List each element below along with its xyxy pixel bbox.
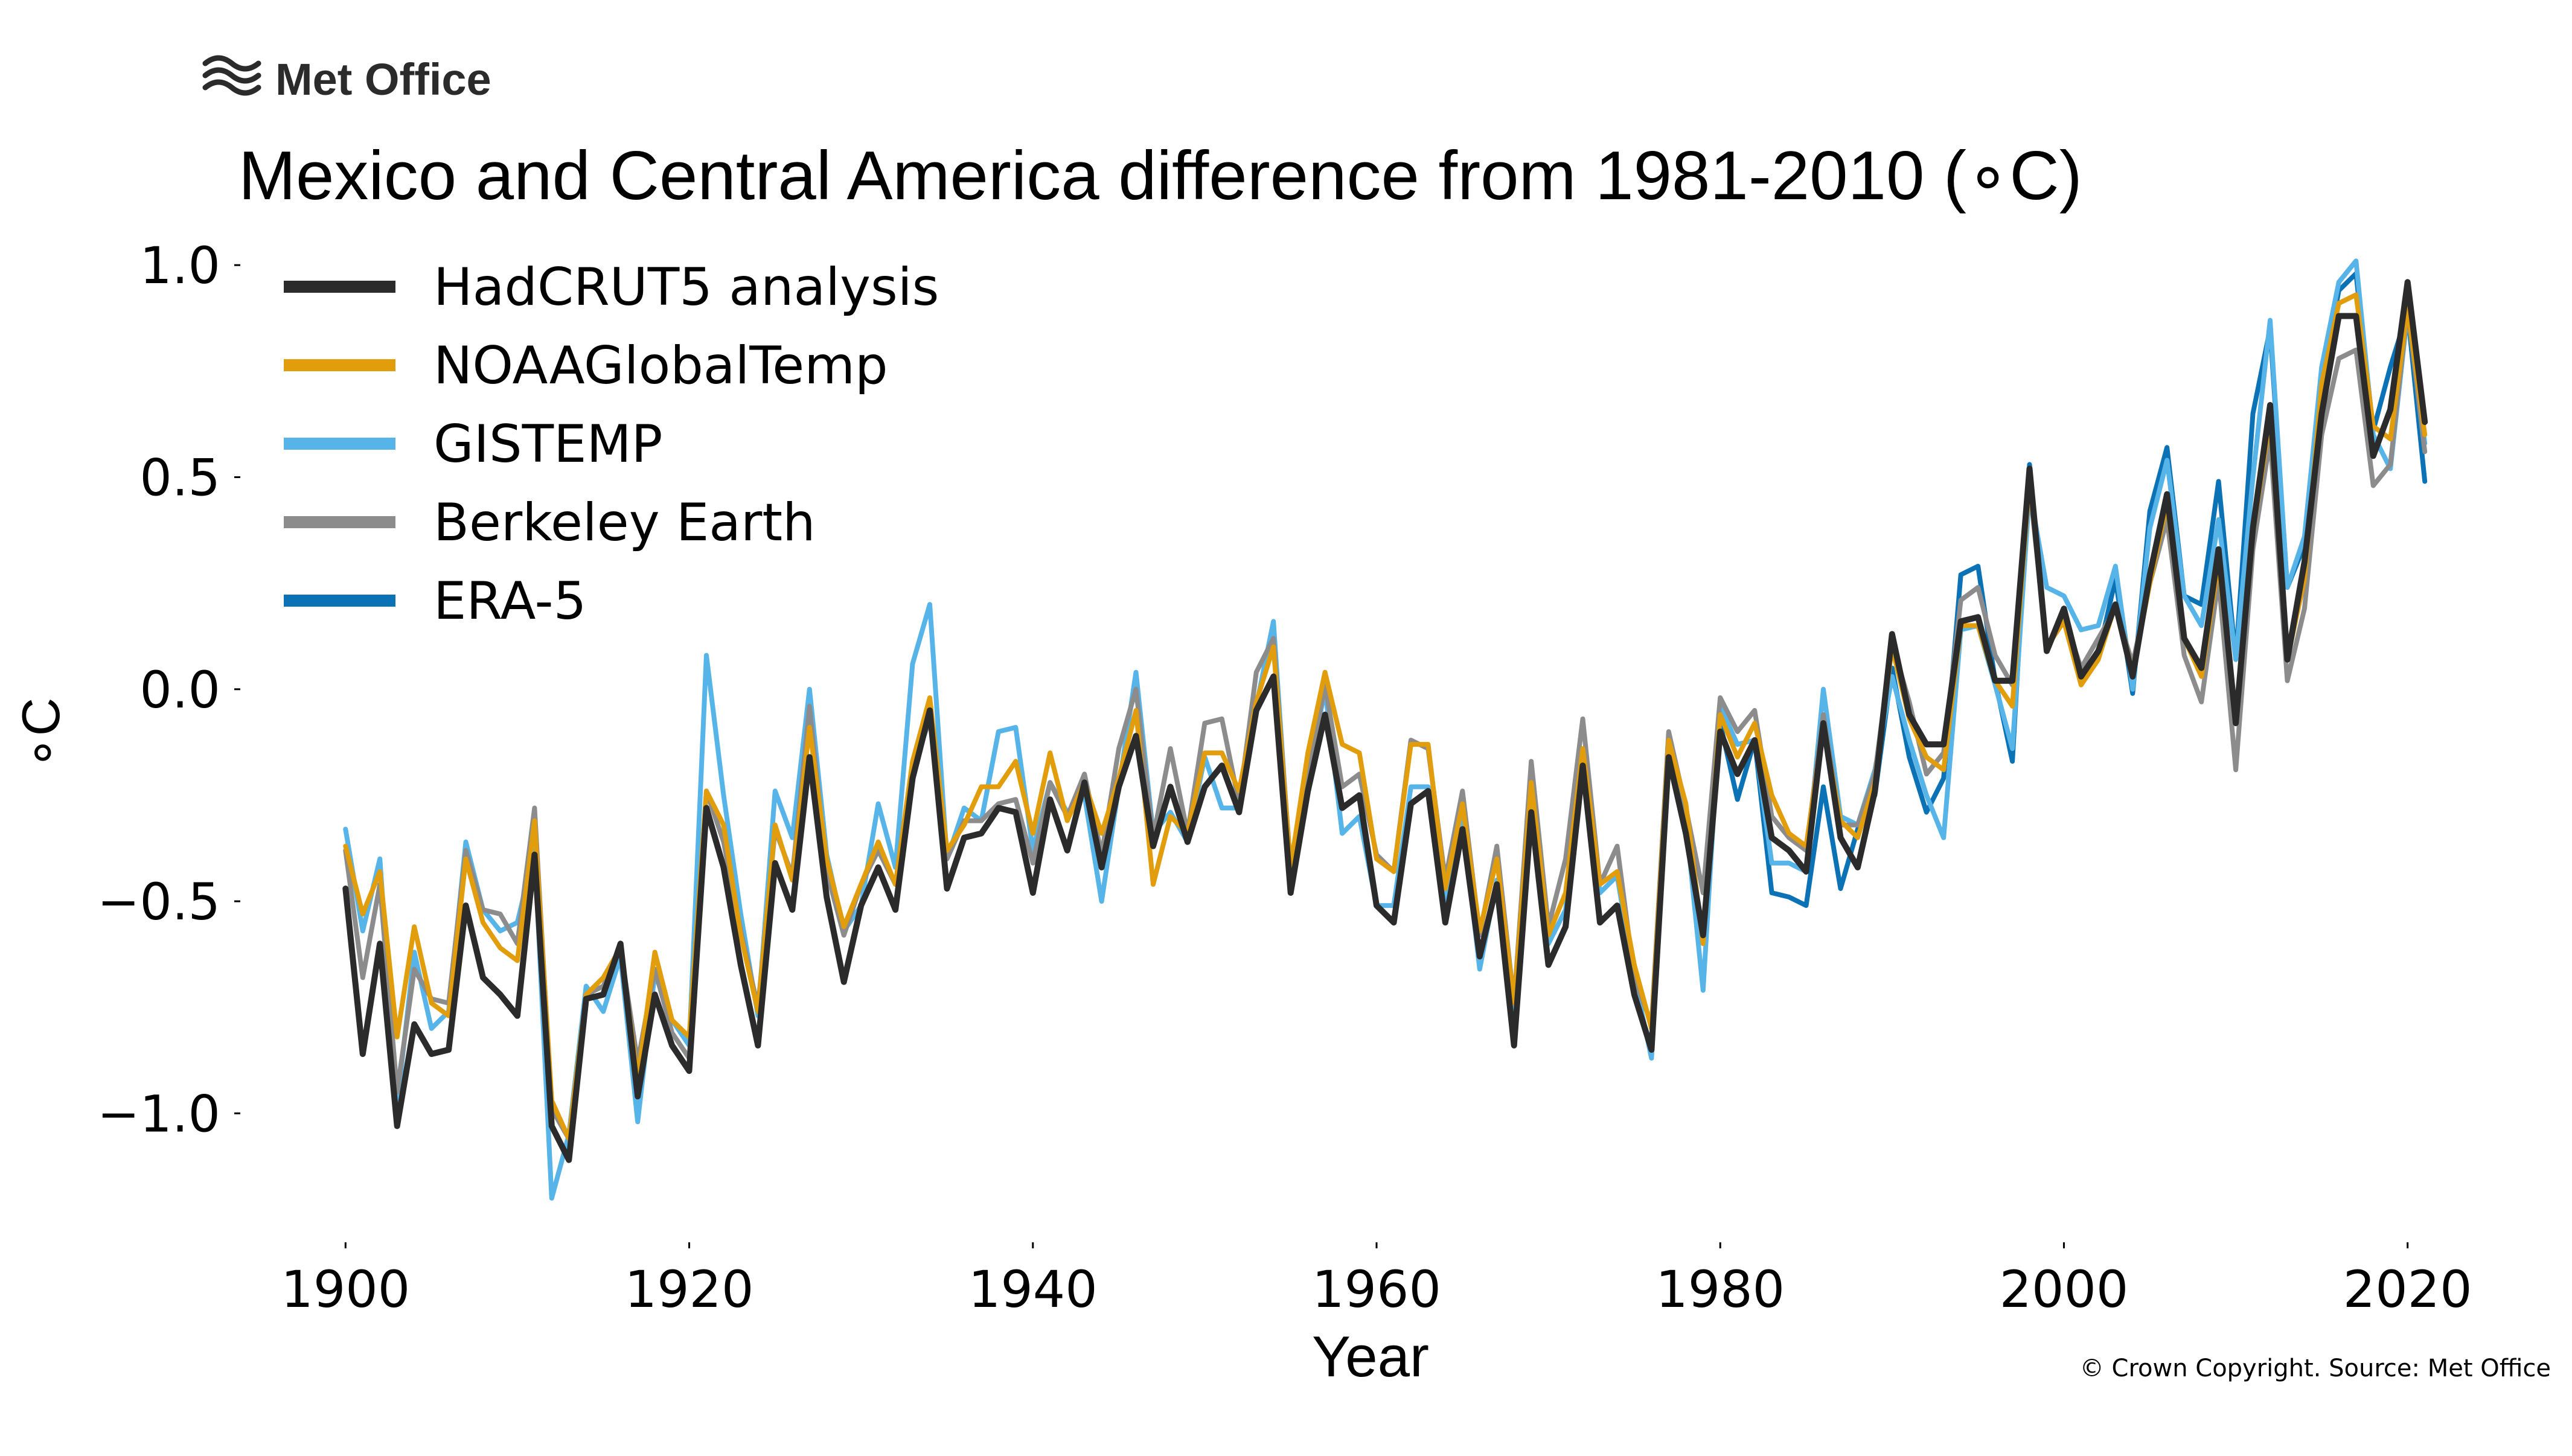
- legend-label-era-5: ERA-5: [433, 571, 586, 631]
- y-tick-label: −1.0: [97, 1084, 220, 1143]
- y-tick-label: 0.0: [139, 660, 220, 720]
- x-tick-label: 1920: [625, 1260, 754, 1319]
- x-axis-ticks: 1900 1920 1940 1960 1980 2000 2020: [281, 1242, 2472, 1319]
- x-axis-label: Year: [1312, 1324, 1429, 1389]
- legend-label-noaaglobaltemp: NOAAGlobalTemp: [433, 336, 888, 396]
- series-line-hadcrut5-analysis: [342, 279, 2428, 1163]
- x-tick-label: 1960: [1312, 1260, 1441, 1319]
- logo-text: Met Office: [275, 54, 491, 104]
- legend-label-gistemp: GISTEMP: [433, 414, 663, 474]
- x-tick-label: 2020: [2343, 1260, 2472, 1319]
- y-axis-label: ∘C: [11, 698, 71, 770]
- series-line-gistemp: [343, 258, 2428, 1201]
- y-tick-label: 0.5: [139, 448, 220, 507]
- x-tick-label: 1980: [1655, 1260, 1785, 1319]
- y-axis-ticks: 1.0 0.5 0.0 −0.5 −1.0: [97, 236, 240, 1143]
- x-tick-label: 1940: [968, 1260, 1098, 1319]
- copyright-text: © Crown Copyright. Source: Met Office: [2080, 1355, 2551, 1382]
- y-tick-label: −0.5: [97, 872, 220, 931]
- x-tick-label: 1900: [281, 1260, 410, 1319]
- x-tick-label: 2000: [2000, 1260, 2129, 1319]
- met-office-wave-icon: [202, 55, 261, 96]
- data-series: [342, 258, 2428, 1201]
- legend-label-berkeley-earth: Berkeley Earth: [433, 493, 816, 553]
- met-office-logo: Met Office: [202, 54, 491, 104]
- legend-label-hadcrut5-analysis: HadCRUT5 analysis: [433, 257, 939, 318]
- chart-title: Mexico and Central America difference fr…: [238, 138, 2082, 214]
- y-tick-label: 1.0: [139, 236, 220, 295]
- legend: HadCRUT5 analysis NOAAGlobalTemp GISTEMP Be…: [284, 257, 939, 631]
